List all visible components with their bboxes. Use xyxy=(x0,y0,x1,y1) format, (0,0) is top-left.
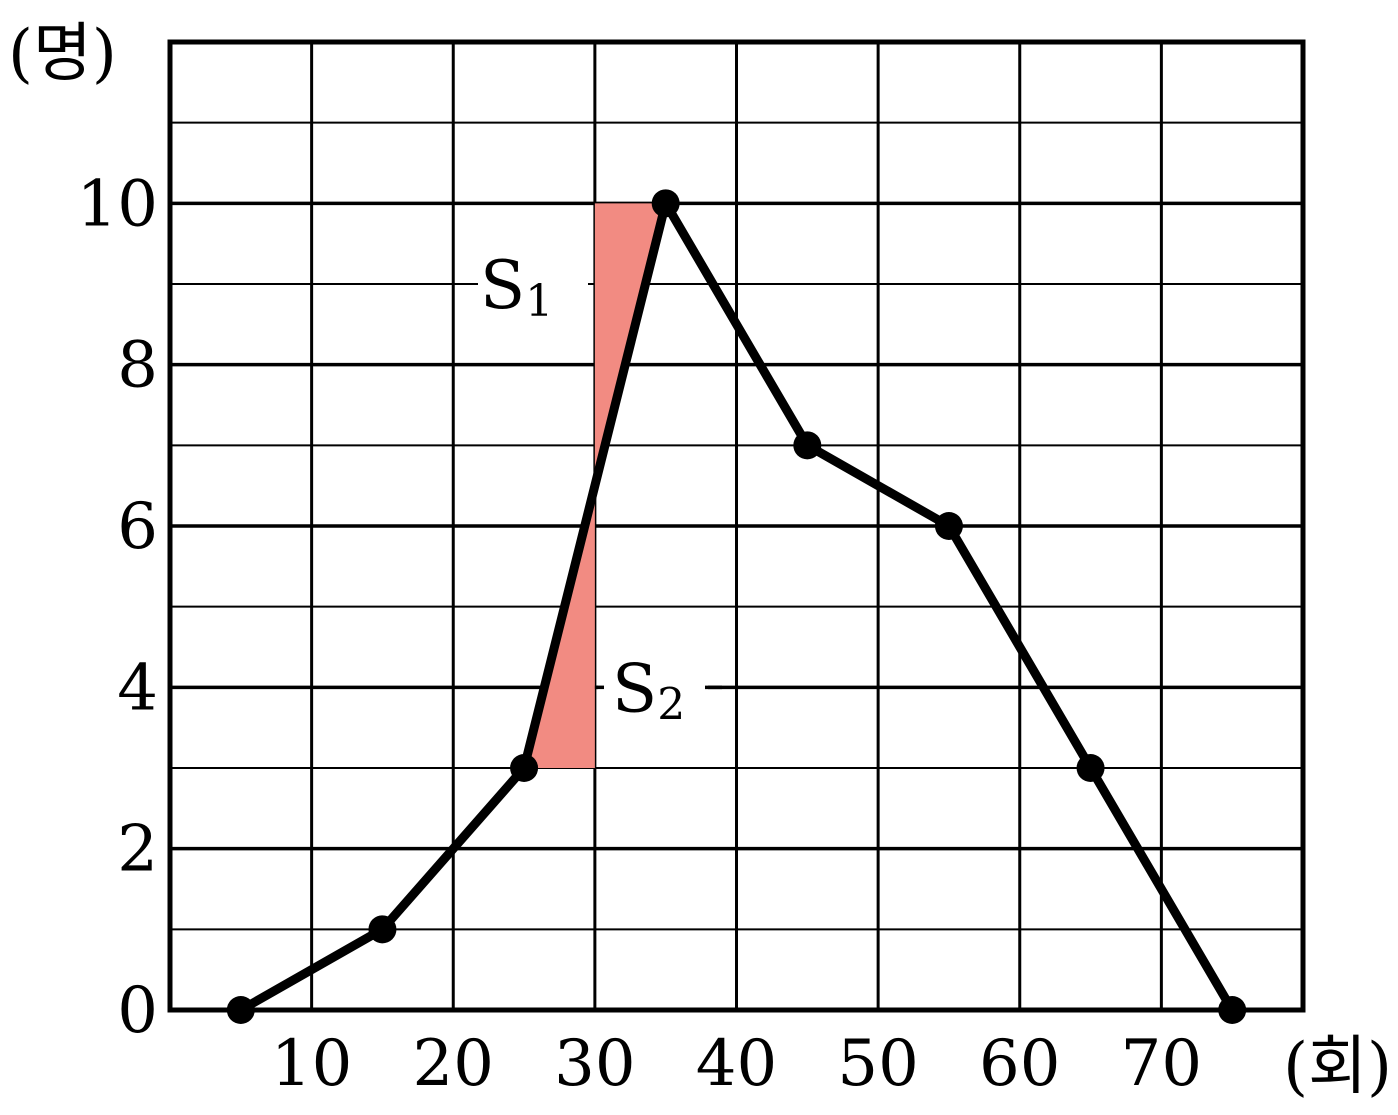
data-point-75 xyxy=(1218,996,1247,1024)
x-tick-label-20: 20 xyxy=(413,1027,494,1101)
data-point-25 xyxy=(510,754,539,782)
annotation-letter: S xyxy=(612,650,657,727)
annotation-label-1: S1 xyxy=(480,247,553,327)
y-tick-label-0: 0 xyxy=(117,974,158,1048)
annotation-label-2: S2 xyxy=(612,650,685,730)
x-tick-label-40: 40 xyxy=(696,1027,777,1101)
y-tick-label-4: 4 xyxy=(117,651,158,725)
y-tick-label-10: 10 xyxy=(77,167,158,241)
annotation-bg-1 xyxy=(478,250,588,322)
x-tick-label-10: 10 xyxy=(271,1027,352,1101)
data-point-15 xyxy=(368,915,397,944)
y-tick-label-6: 6 xyxy=(117,490,158,564)
annotation-letter: S xyxy=(480,247,525,324)
x-tick-label-50: 50 xyxy=(837,1027,918,1101)
x-tick-label-30: 30 xyxy=(554,1027,635,1101)
plot-border xyxy=(167,39,1306,1013)
axis-labels: 10 20 30 40 50 60 70 0 2 4 6 8 10 (명) (회) xyxy=(8,17,1392,1104)
x-tick-label-60: 60 xyxy=(979,1027,1060,1101)
y-tick-label-8: 8 xyxy=(117,329,158,403)
grid xyxy=(170,42,1303,1010)
annotation-subscript: 1 xyxy=(525,276,553,327)
data-point-45 xyxy=(793,431,822,460)
y-tick-label-2: 2 xyxy=(117,813,158,887)
x-unit-label: (회) xyxy=(1283,1030,1392,1104)
data-point-65 xyxy=(1076,754,1105,782)
x-tick-label-70: 70 xyxy=(1121,1027,1202,1101)
y-unit-label: (명) xyxy=(8,17,117,91)
series-polyline xyxy=(238,198,1237,1014)
series-line xyxy=(238,198,1237,1014)
data-point-5 xyxy=(226,996,255,1024)
data-point-55 xyxy=(934,512,963,540)
annotation-subscript: 2 xyxy=(657,679,685,730)
plot-frame xyxy=(167,39,1306,1013)
data-point-35 xyxy=(651,189,680,218)
annotation-bg-2 xyxy=(598,650,708,722)
data-points xyxy=(226,189,1247,1024)
